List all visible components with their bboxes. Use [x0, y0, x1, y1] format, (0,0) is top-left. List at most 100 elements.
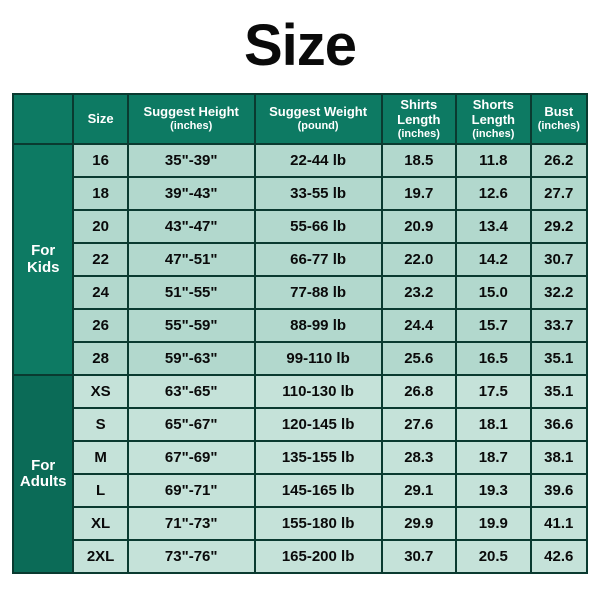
cell-shorts: 12.6	[456, 177, 531, 210]
cell-shirts: 22.0	[382, 243, 457, 276]
column-header-main: Suggest Weight	[256, 105, 381, 120]
column-header: Size	[73, 94, 127, 144]
cell-bust: 35.1	[531, 375, 587, 408]
cell-weight: 77-88 lb	[255, 276, 382, 309]
cell-shorts: 19.3	[456, 474, 531, 507]
table-row: ForKids1635"-39"22-44 lb18.511.826.2	[13, 144, 587, 177]
cell-shirts: 29.1	[382, 474, 457, 507]
cell-height: 51"-55"	[128, 276, 255, 309]
cell-height: 55"-59"	[128, 309, 255, 342]
cell-weight: 110-130 lb	[255, 375, 382, 408]
cell-shirts: 20.9	[382, 210, 457, 243]
column-header-sub: (inches)	[383, 128, 456, 141]
cell-weight: 66-77 lb	[255, 243, 382, 276]
cell-height: 69"-71"	[128, 474, 255, 507]
size-table: SizeSuggest Height(inches)Suggest Weight…	[12, 93, 588, 574]
category-label-line: For	[14, 458, 72, 475]
cell-shorts: 20.5	[456, 540, 531, 573]
cell-shorts: 18.1	[456, 408, 531, 441]
cell-height: 43"-47"	[128, 210, 255, 243]
cell-size: XS	[73, 375, 127, 408]
cell-bust: 39.6	[531, 474, 587, 507]
cell-shirts: 19.7	[382, 177, 457, 210]
table-row: 2XL73"-76"165-200 lb30.720.542.6	[13, 540, 587, 573]
cell-size: 26	[73, 309, 127, 342]
cell-size: 16	[73, 144, 127, 177]
cell-height: 63"-65"	[128, 375, 255, 408]
cell-shorts: 16.5	[456, 342, 531, 375]
cell-height: 47"-51"	[128, 243, 255, 276]
column-header-main: Suggest Height	[129, 105, 254, 120]
cell-shirts: 18.5	[382, 144, 457, 177]
table-row: ForAdultsXS63"-65"110-130 lb26.817.535.1	[13, 375, 587, 408]
cell-weight: 22-44 lb	[255, 144, 382, 177]
cell-size: 20	[73, 210, 127, 243]
cell-size: 22	[73, 243, 127, 276]
cell-weight: 120-145 lb	[255, 408, 382, 441]
cell-bust: 29.2	[531, 210, 587, 243]
cell-shorts: 14.2	[456, 243, 531, 276]
cell-size: XL	[73, 507, 127, 540]
cell-size: 28	[73, 342, 127, 375]
cell-height: 71"-73"	[128, 507, 255, 540]
column-header-main: Shorts Length	[457, 98, 530, 128]
column-header: Suggest Weight(pound)	[255, 94, 382, 144]
cell-weight: 99-110 lb	[255, 342, 382, 375]
cell-shirts: 27.6	[382, 408, 457, 441]
cell-bust: 41.1	[531, 507, 587, 540]
cell-size: L	[73, 474, 127, 507]
cell-bust: 42.6	[531, 540, 587, 573]
cell-height: 39"-43"	[128, 177, 255, 210]
column-header-main: Shirts Length	[383, 98, 456, 128]
cell-bust: 38.1	[531, 441, 587, 474]
table-row: 2655"-59"88-99 lb24.415.733.7	[13, 309, 587, 342]
cell-bust: 33.7	[531, 309, 587, 342]
cell-bust: 36.6	[531, 408, 587, 441]
table-row: 1839"-43"33-55 lb19.712.627.7	[13, 177, 587, 210]
cell-shirts: 24.4	[382, 309, 457, 342]
cell-size: S	[73, 408, 127, 441]
cell-shorts: 15.0	[456, 276, 531, 309]
column-header-main: Size	[74, 112, 126, 127]
page-title: Size	[244, 12, 356, 79]
category-label-line: Adults	[14, 474, 72, 491]
cell-bust: 26.2	[531, 144, 587, 177]
table-row: 2247"-51"66-77 lb22.014.230.7	[13, 243, 587, 276]
column-header-main: Bust	[532, 105, 586, 120]
cell-weight: 155-180 lb	[255, 507, 382, 540]
cell-height: 65"-67"	[128, 408, 255, 441]
column-header-sub: (inches)	[532, 120, 586, 133]
cell-weight: 33-55 lb	[255, 177, 382, 210]
cell-shorts: 19.9	[456, 507, 531, 540]
cell-size: 18	[73, 177, 127, 210]
cell-shirts: 29.9	[382, 507, 457, 540]
cell-weight: 88-99 lb	[255, 309, 382, 342]
cell-shorts: 18.7	[456, 441, 531, 474]
cell-weight: 165-200 lb	[255, 540, 382, 573]
cell-shirts: 26.8	[382, 375, 457, 408]
table-row: S65"-67"120-145 lb27.618.136.6	[13, 408, 587, 441]
cell-height: 35"-39"	[128, 144, 255, 177]
cell-shirts: 30.7	[382, 540, 457, 573]
cell-shorts: 13.4	[456, 210, 531, 243]
cell-size: 24	[73, 276, 127, 309]
cell-size: 2XL	[73, 540, 127, 573]
cell-bust: 35.1	[531, 342, 587, 375]
category-label-line: For	[14, 243, 72, 260]
cell-weight: 145-165 lb	[255, 474, 382, 507]
cell-bust: 30.7	[531, 243, 587, 276]
table-row: M67"-69"135-155 lb28.318.738.1	[13, 441, 587, 474]
category-label: ForAdults	[13, 375, 73, 573]
cell-shorts: 17.5	[456, 375, 531, 408]
cell-shorts: 11.8	[456, 144, 531, 177]
column-header-sub: (inches)	[129, 120, 254, 133]
cell-height: 73"-76"	[128, 540, 255, 573]
category-label-line: Kids	[14, 260, 72, 277]
table-row: 2451"-55"77-88 lb23.215.032.2	[13, 276, 587, 309]
table-head: SizeSuggest Height(inches)Suggest Weight…	[13, 94, 587, 144]
table-body: ForKids1635"-39"22-44 lb18.511.826.21839…	[13, 144, 587, 573]
column-header: Bust(inches)	[531, 94, 587, 144]
category-label: ForKids	[13, 144, 73, 375]
column-header	[13, 94, 73, 144]
cell-bust: 27.7	[531, 177, 587, 210]
